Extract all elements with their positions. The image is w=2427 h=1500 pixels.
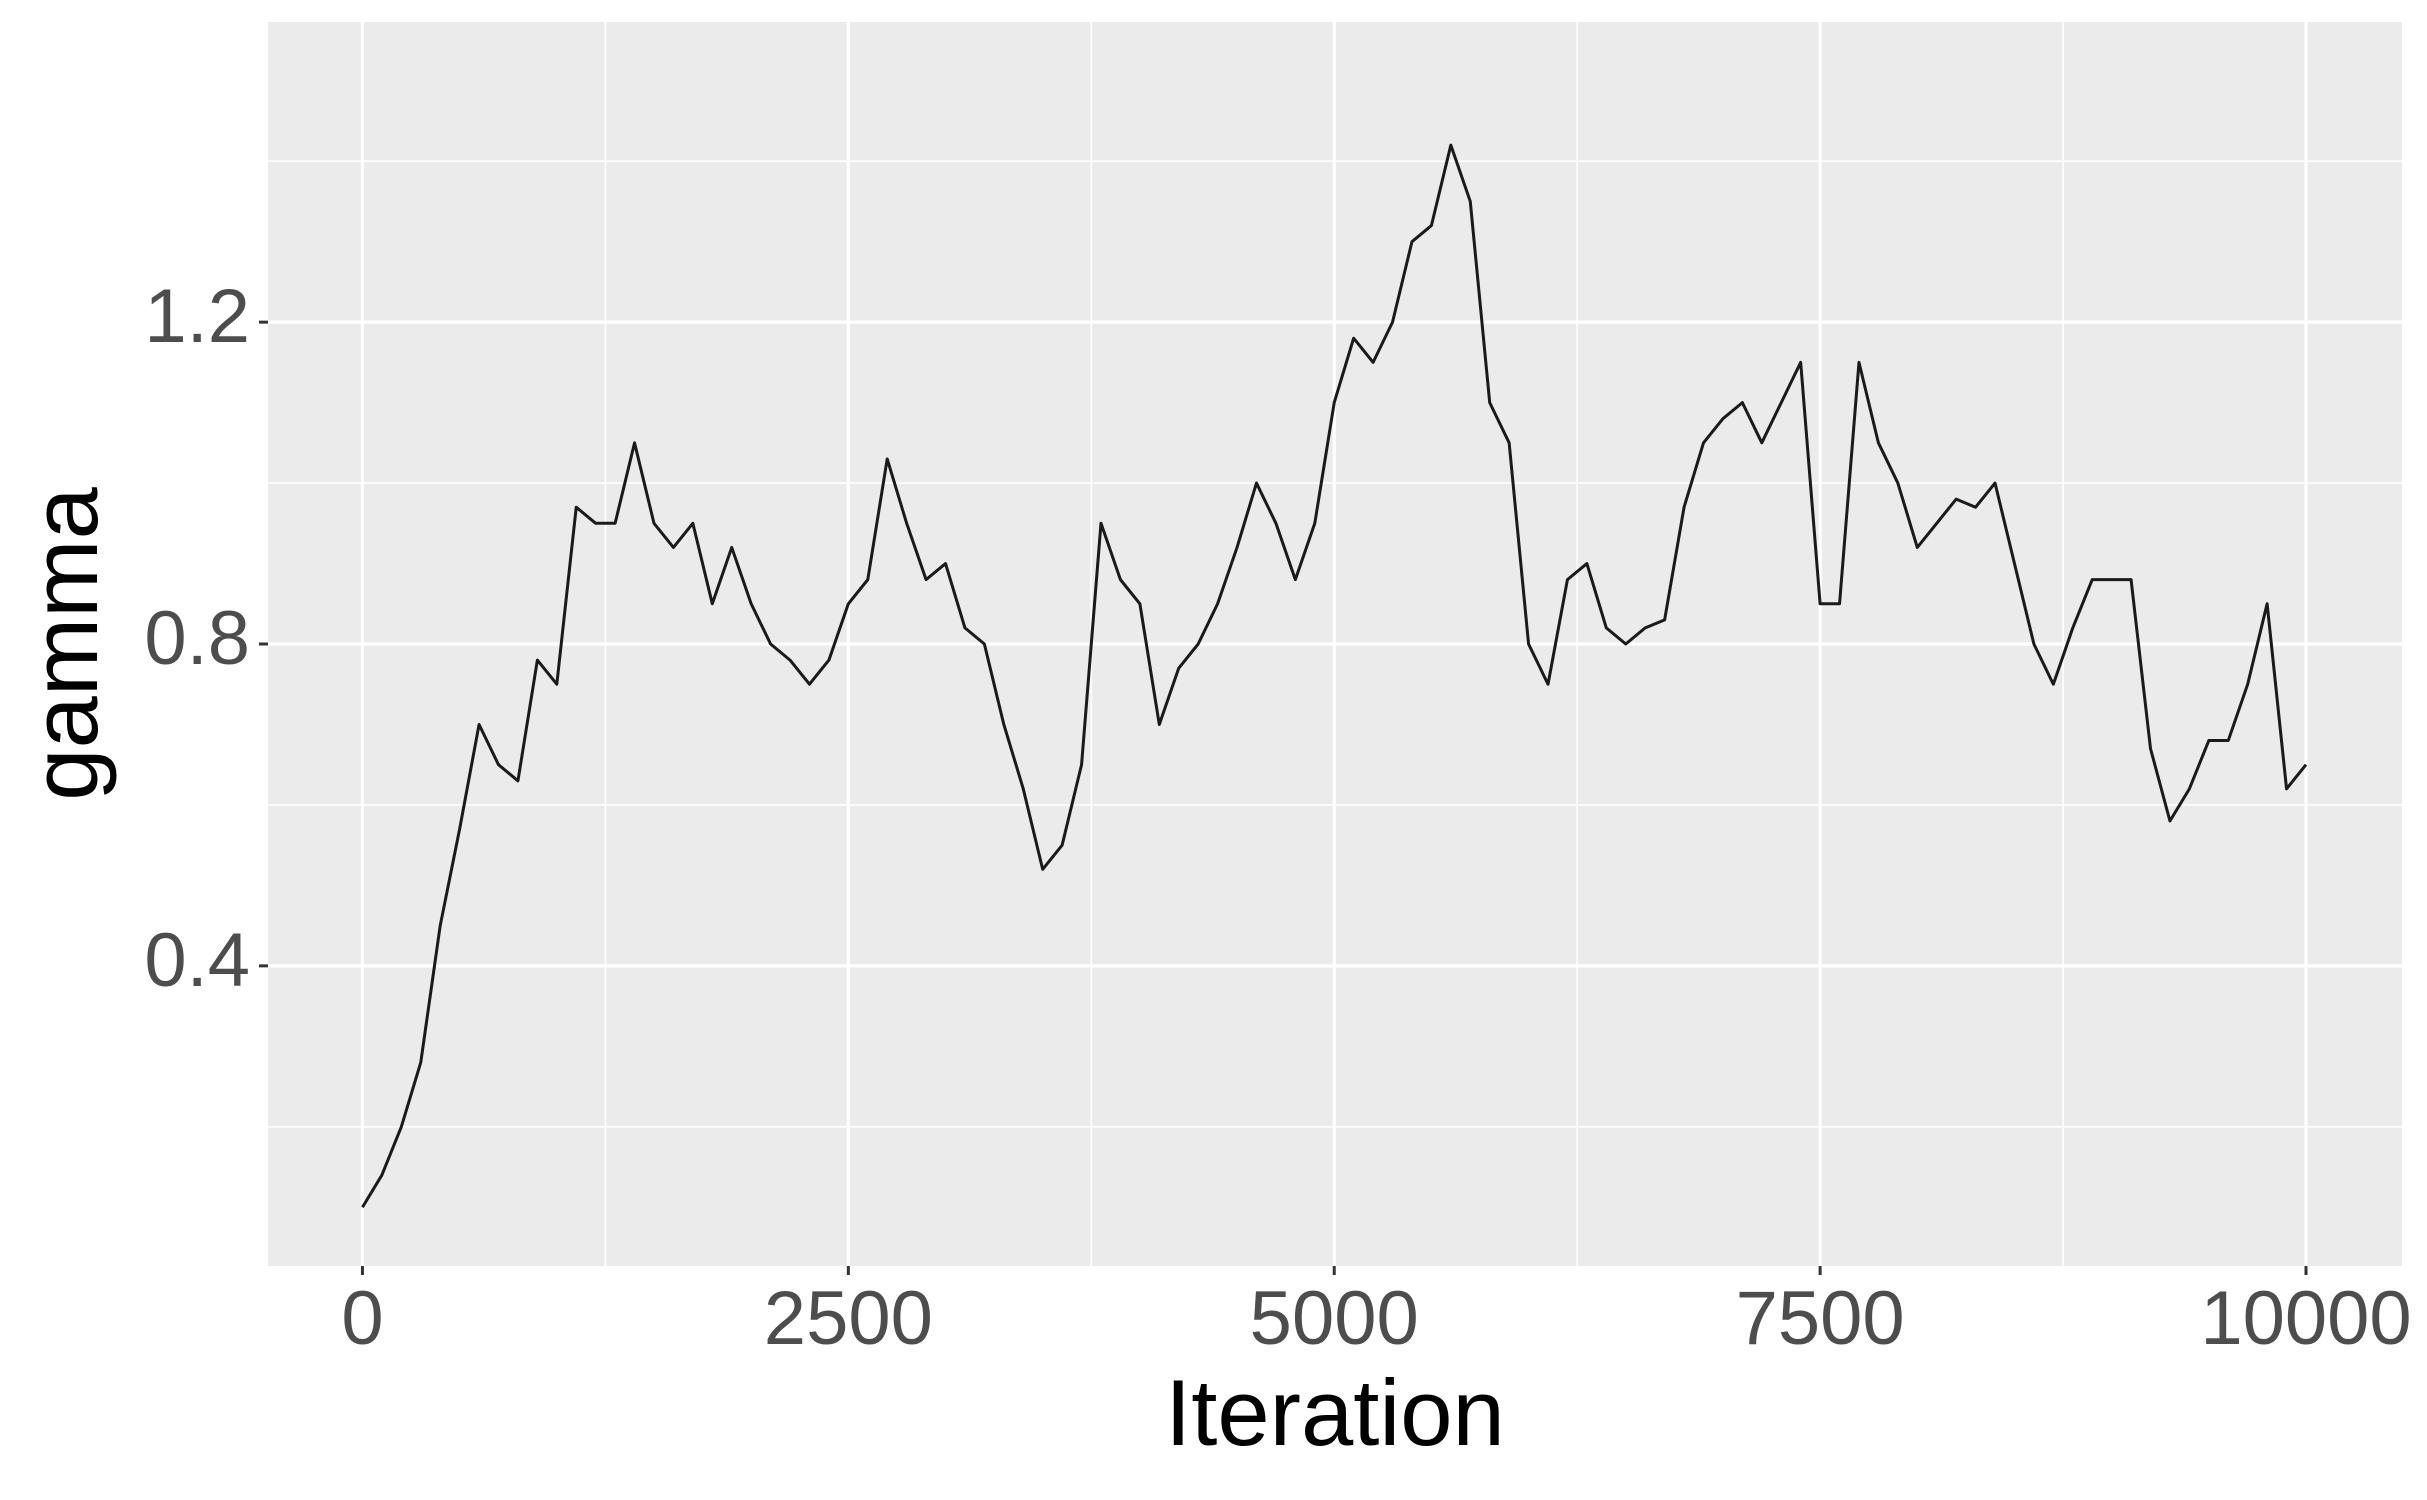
x-tick-label: 5000 <box>1250 1276 1419 1361</box>
y-tick-label: 0.8 <box>144 596 250 681</box>
y-axis-title: gamma <box>12 487 117 801</box>
x-tick-label: 2500 <box>764 1276 933 1361</box>
y-tick-label: 0.4 <box>144 918 250 1003</box>
x-axis-title: Iteration <box>1165 1360 1505 1465</box>
x-tick-label: 0 <box>341 1276 383 1361</box>
trace-line <box>361 143 2308 1209</box>
x-tick-label: 7500 <box>1736 1276 1905 1361</box>
y-tick-label: 1.2 <box>144 274 250 359</box>
x-tick-label: 10000 <box>2200 1276 2411 1361</box>
